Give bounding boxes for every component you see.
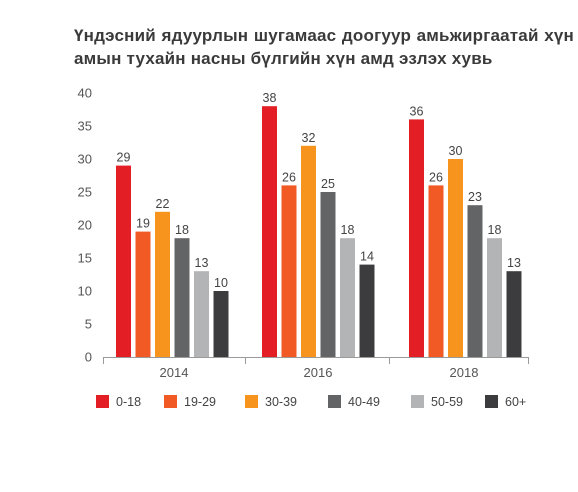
bar-0-18-2014 <box>116 165 131 357</box>
y-tick-label: 0 <box>85 350 92 365</box>
bar-30-39-2018 <box>448 159 463 357</box>
chart-title: Үндэсний ядуурлын шугамаас доогуур амьжи… <box>74 26 574 68</box>
category-dividers <box>103 357 529 364</box>
legend-label: 0-18 <box>116 395 141 409</box>
x-tick-label: 2018 <box>450 365 479 380</box>
bar-40-49-2014 <box>174 238 190 357</box>
legend-label: 30-39 <box>265 395 297 409</box>
legend-swatch <box>328 395 341 408</box>
y-tick-label: 35 <box>78 119 92 134</box>
data-label: 36 <box>410 104 424 118</box>
y-tick-label: 30 <box>78 152 92 167</box>
bar-19-29-2018 <box>428 185 444 357</box>
legend-item-19-29: 19-29 <box>164 395 216 409</box>
data-label: 30 <box>449 144 463 158</box>
x-tick-label: 2014 <box>160 365 189 380</box>
bar-60+-2018 <box>506 271 522 357</box>
bars <box>116 106 522 358</box>
legend-swatch <box>245 395 258 408</box>
bar-60+-2014 <box>213 291 229 357</box>
y-axis-ticks: 0 5 10 15 20 25 30 35 40 <box>78 86 92 365</box>
data-label: 22 <box>156 197 170 211</box>
data-label: 26 <box>282 170 296 184</box>
y-tick-label: 10 <box>78 284 92 299</box>
bar-30-39-2016 <box>301 145 316 357</box>
data-label: 25 <box>321 177 335 191</box>
data-label: 13 <box>507 256 521 270</box>
data-label: 18 <box>341 223 355 237</box>
legend-item-60+: 60+ <box>485 395 526 409</box>
legend-label: 19-29 <box>184 395 216 409</box>
legend-item-30-39: 30-39 <box>245 395 297 409</box>
legend-item-0-18: 0-18 <box>96 395 141 409</box>
y-tick-label: 5 <box>85 317 92 332</box>
data-label: 23 <box>468 190 482 204</box>
legend-swatch <box>96 395 109 408</box>
legend-label: 50-59 <box>431 395 463 409</box>
bar-19-29-2016 <box>281 185 297 357</box>
bar-40-49-2016 <box>320 192 336 357</box>
bar-19-29-2014 <box>135 231 151 357</box>
legend-label: 60+ <box>505 395 526 409</box>
bar-50-59-2018 <box>487 238 502 357</box>
data-label: 32 <box>302 131 316 145</box>
bar-0-18-2016 <box>262 106 277 357</box>
x-tick-label: 2016 <box>304 365 333 380</box>
legend-label: 40-49 <box>348 395 380 409</box>
data-labels: 29 19 22 18 13 10 38 26 32 25 18 14 36 26 30 23 18 13 <box>117 91 521 290</box>
bar-50-59-2014 <box>194 271 209 357</box>
legend-swatch <box>485 395 498 408</box>
data-label: 14 <box>360 250 374 264</box>
data-label: 10 <box>214 276 228 290</box>
data-label: 18 <box>175 223 189 237</box>
bar-60+-2016 <box>359 264 375 357</box>
data-label: 26 <box>429 170 443 184</box>
legend-swatch <box>411 395 424 408</box>
bar-40-49-2018 <box>467 205 483 357</box>
data-label: 29 <box>117 151 131 165</box>
data-label: 38 <box>263 91 277 105</box>
y-tick-label: 25 <box>78 185 92 200</box>
data-label: 13 <box>195 256 209 270</box>
y-tick-label: 40 <box>78 86 92 101</box>
data-label: 19 <box>136 217 150 231</box>
data-label: 18 <box>488 223 502 237</box>
x-axis-ticks: 2014 2016 2018 <box>160 365 479 380</box>
bar-30-39-2014 <box>155 211 170 357</box>
bar-0-18-2018 <box>409 119 424 358</box>
legend-item-50-59: 50-59 <box>411 395 463 409</box>
y-tick-label: 20 <box>78 218 92 233</box>
legend-item-40-49: 40-49 <box>328 395 380 409</box>
bar-50-59-2016 <box>340 238 355 357</box>
legend-swatch <box>164 395 177 408</box>
y-tick-label: 15 <box>78 251 92 266</box>
legend: 0-18 19-29 30-39 40-49 50-59 60+ <box>96 395 526 409</box>
